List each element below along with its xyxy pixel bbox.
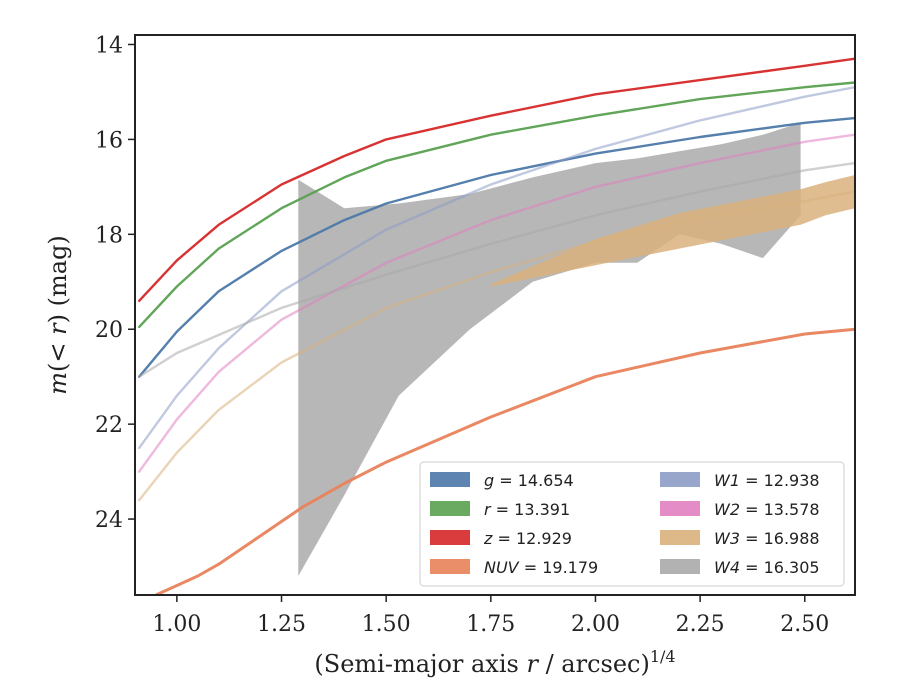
series-line-nuv	[154, 327, 855, 595]
y-tick-label: 22	[95, 413, 123, 438]
x-tick-label: 1.50	[362, 612, 411, 637]
legend-swatch-w1	[660, 472, 700, 487]
legend-box	[419, 461, 845, 587]
legend-swatch-z	[430, 530, 470, 545]
y-axis-label: m(< r) (mag)	[44, 235, 72, 395]
legend-label-z: z = 12.929	[483, 529, 572, 548]
legend-label-g: g = 14.654	[484, 471, 574, 490]
x-tick-label: 1.00	[152, 612, 201, 637]
bands-layer	[298, 122, 855, 577]
legend-label-w4: W4 = 16.305	[714, 558, 820, 577]
series-line-w1	[138, 86, 855, 450]
y-axis: 14 16 18 20 22 24	[95, 33, 135, 533]
legend-swatch-g	[430, 472, 470, 487]
y-tick-label: 18	[95, 223, 123, 248]
legend-label-r: r = 13.391	[484, 500, 570, 519]
x-tick-label: 1.75	[466, 612, 515, 637]
x-tick-label: 2.00	[571, 612, 620, 637]
series-line-z	[138, 57, 855, 302]
legend-label-nuv: NUV = 19.179	[484, 558, 598, 577]
y-tick-label: 14	[95, 33, 123, 58]
x-axis-label: (Semi-major axis r / arcsec)1/4	[314, 647, 675, 678]
legend-swatch-r	[430, 501, 470, 516]
series-line-g	[138, 116, 855, 378]
legend-label-w3: W3 = 16.988	[714, 529, 820, 548]
plot-frame	[134, 34, 856, 596]
y-tick-label: 20	[95, 318, 123, 343]
series-line-r	[138, 81, 855, 329]
series-line-w2	[138, 133, 855, 473]
y-tick-label: 24	[95, 508, 123, 533]
x-axis: 1.00 1.25 1.50 1.75 2.00 2.25 2.50	[152, 595, 829, 637]
legend: g = 14.654 r = 13.391 z = 12.929 NUV = 19.1…	[419, 461, 845, 587]
y-tick-label: 16	[95, 128, 123, 153]
legend-label-w2: W2 = 13.578	[714, 500, 820, 519]
x-tick-label: 2.25	[676, 612, 725, 637]
x-tick-label: 1.25	[257, 612, 306, 637]
x-tick-label: 2.50	[780, 612, 829, 637]
series-layer	[138, 57, 855, 595]
series-line-w4	[138, 161, 855, 378]
legend-swatch-w4	[660, 559, 700, 574]
legend-label-w1: W1 = 12.938	[714, 471, 820, 490]
legend-swatch-w3	[660, 530, 700, 545]
legend-swatch-nuv	[430, 559, 470, 574]
legend-swatch-w2	[660, 501, 700, 516]
series-line-w3	[138, 190, 855, 502]
band-w3	[490, 175, 855, 287]
